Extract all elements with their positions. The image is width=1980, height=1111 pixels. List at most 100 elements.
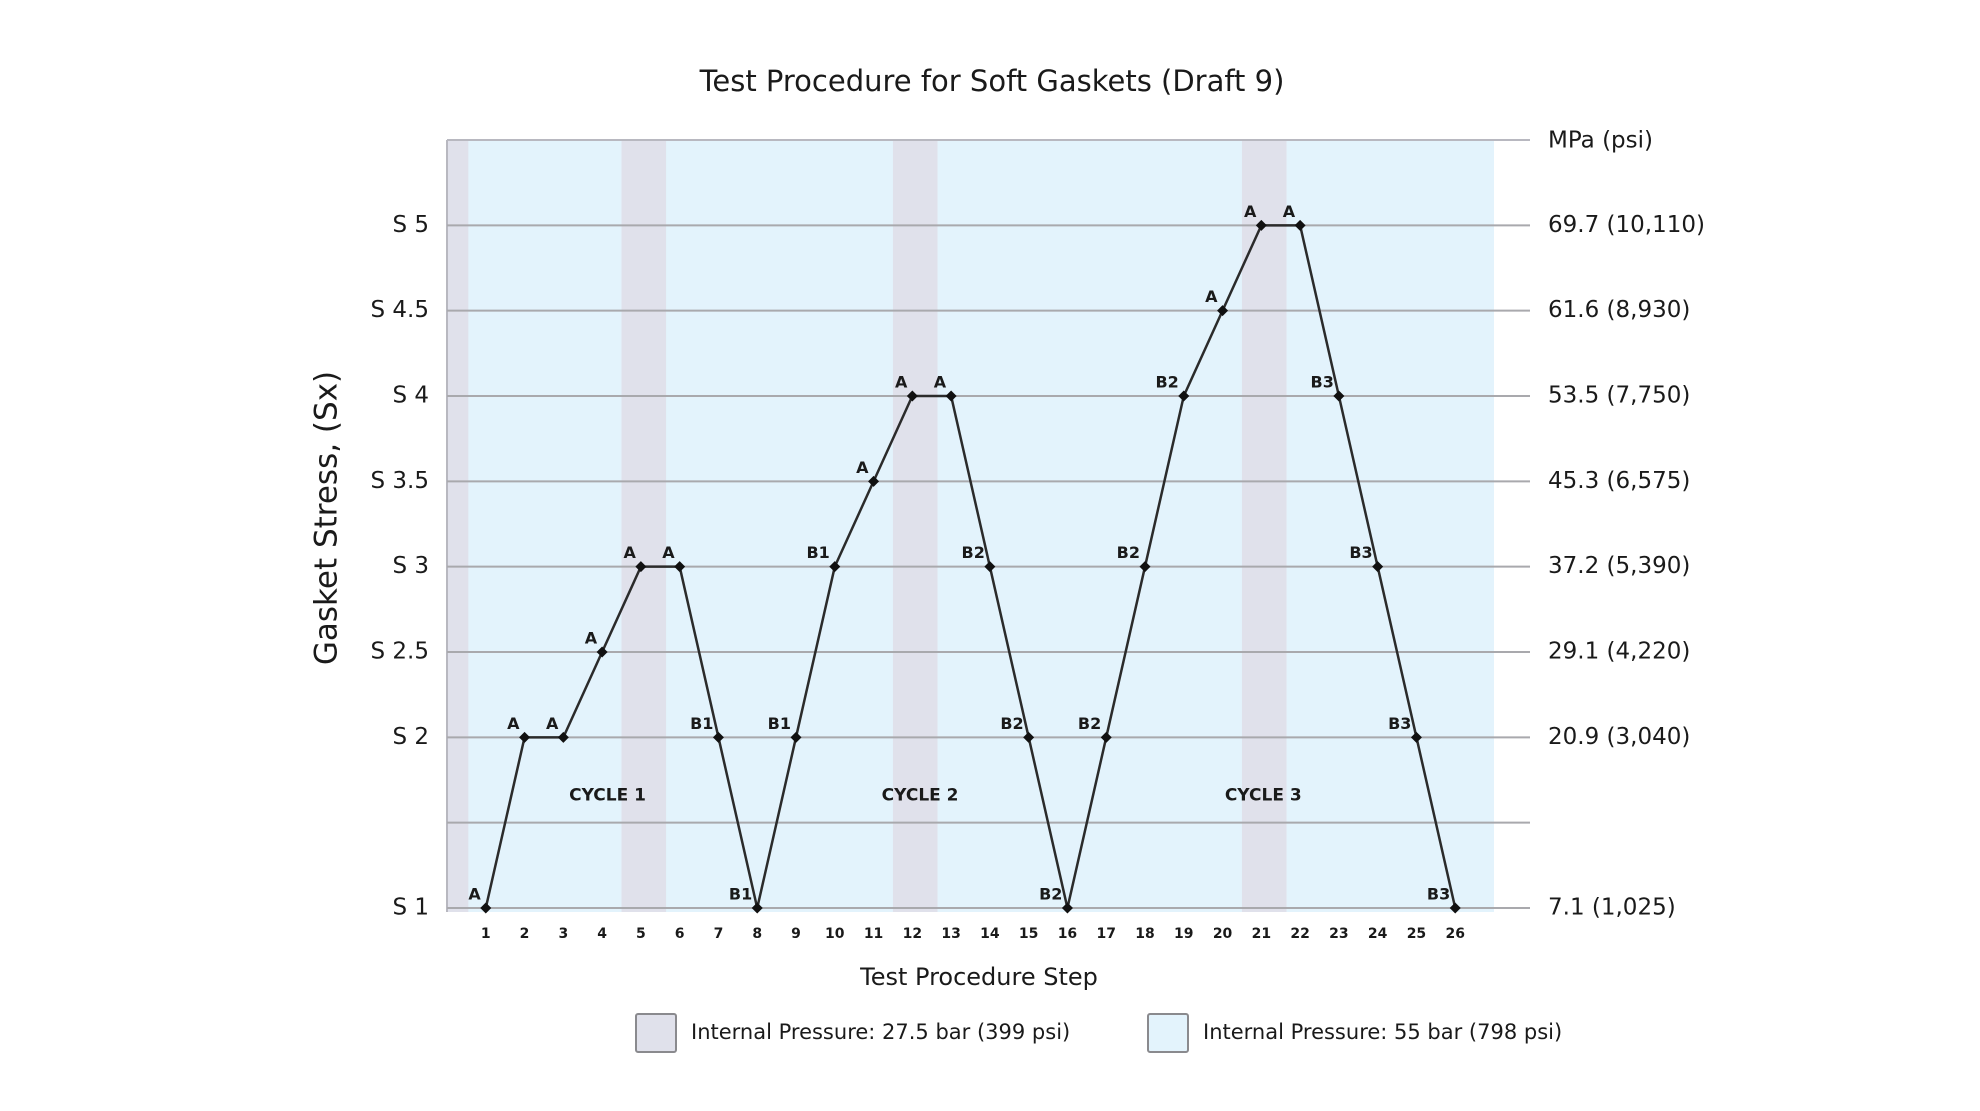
legend-label: Internal Pressure: 55 bar (798 psi) <box>1203 1020 1562 1044</box>
point-label: A <box>468 885 481 904</box>
point-label: B1 <box>690 714 713 733</box>
point-marker <box>1139 561 1151 573</box>
x-tick-label: 15 <box>1019 926 1038 942</box>
y2-tick-label: 20.9 (3,040) <box>1548 724 1690 750</box>
point-label: B2 <box>1039 885 1062 904</box>
y-axis-title: Gasket Stress, (Sx) <box>309 371 345 665</box>
x-tick-label: 11 <box>864 926 883 942</box>
point-marker <box>519 731 531 743</box>
x-tick-label: 17 <box>1096 926 1115 942</box>
x-tick-label: 5 <box>636 926 646 942</box>
pressure-region <box>892 140 938 912</box>
point-label: B3 <box>1427 885 1450 904</box>
point-marker <box>1372 561 1384 573</box>
point-label: A <box>895 373 908 392</box>
y-tick-label: S 5 <box>392 212 429 238</box>
point-marker <box>1333 390 1345 402</box>
y-tick-label: S 4.5 <box>371 297 430 323</box>
point-label: B3 <box>1388 714 1411 733</box>
y-tick-label: S 4 <box>392 383 429 409</box>
y-tick-label: S 3.5 <box>371 468 430 494</box>
x-tick-label: 7 <box>714 926 724 942</box>
point-marker <box>557 731 569 743</box>
point-marker <box>868 475 880 487</box>
point-label: A <box>585 629 598 648</box>
point-label: A <box>623 543 636 562</box>
point-marker <box>984 561 996 573</box>
point-marker <box>1100 731 1112 743</box>
point-marker <box>1255 219 1267 231</box>
y2-tick-label: 69.7 (10,110) <box>1548 212 1705 238</box>
pressure-region <box>621 140 667 912</box>
x-tick-label: 10 <box>825 926 845 942</box>
point-label: B2 <box>962 543 985 562</box>
point-label: A <box>1283 202 1296 221</box>
point-marker <box>596 646 608 658</box>
legend-label: Internal Pressure: 27.5 bar (399 psi) <box>691 1020 1070 1044</box>
point-label: A <box>546 714 559 733</box>
x-tick-label: 8 <box>752 926 762 942</box>
y2-tick-label: 45.3 (6,575) <box>1548 468 1690 494</box>
point-label: A <box>662 543 675 562</box>
point-label: B1 <box>768 714 791 733</box>
point-label: B2 <box>1117 543 1140 562</box>
point-marker <box>1410 731 1422 743</box>
point-label: B1 <box>806 543 829 562</box>
y-tick-label: S 1 <box>392 895 429 921</box>
cycle-label: CYCLE 2 <box>882 785 959 805</box>
x-tick-label: 1 <box>481 926 491 942</box>
x-tick-label: 24 <box>1368 926 1388 942</box>
x-tick-label: 16 <box>1058 926 1077 942</box>
legend-swatch <box>635 1013 677 1053</box>
point-label: B2 <box>1155 373 1178 392</box>
point-marker <box>1217 305 1229 317</box>
point-label: B2 <box>1000 714 1023 733</box>
point-label: A <box>934 373 947 392</box>
cycle-label: CYCLE 1 <box>569 785 646 805</box>
x-tick-label: 21 <box>1252 926 1271 942</box>
y-tick-label: S 2.5 <box>371 639 430 665</box>
x-tick-label: 6 <box>675 926 685 942</box>
cycle-label: CYCLE 3 <box>1225 785 1302 805</box>
point-marker <box>906 390 918 402</box>
x-tick-label: 13 <box>941 926 960 942</box>
point-marker <box>1178 390 1190 402</box>
series-line <box>484 224 1457 909</box>
y2-tick-label: 61.6 (8,930) <box>1548 297 1690 323</box>
x-tick-label: 2 <box>520 926 530 942</box>
y2-tick-label: 7.1 (1,025) <box>1548 895 1676 921</box>
pressure-region <box>447 140 469 912</box>
point-marker <box>1061 902 1073 914</box>
point-marker <box>1294 219 1306 231</box>
x-tick-label: 19 <box>1174 926 1193 942</box>
point-label: B2 <box>1078 714 1101 733</box>
point-label: B3 <box>1349 543 1372 562</box>
point-marker <box>1449 902 1461 914</box>
x-tick-label: 18 <box>1135 926 1154 942</box>
x-tick-label: 9 <box>791 926 801 942</box>
point-label: B1 <box>729 885 752 904</box>
x-tick-label: 4 <box>597 926 607 942</box>
x-tick-label: 22 <box>1290 926 1309 942</box>
pressure-region <box>1241 140 1287 912</box>
x-tick-label: 25 <box>1407 926 1426 942</box>
x-tick-label: 26 <box>1445 926 1464 942</box>
x-tick-label: 3 <box>558 926 568 942</box>
point-marker <box>790 731 802 743</box>
point-label: A <box>856 458 869 477</box>
point-marker <box>480 902 492 914</box>
point-marker <box>945 390 957 402</box>
point-label: A <box>507 714 520 733</box>
y-tick-label: S 3 <box>392 553 429 579</box>
x-axis-title: Test Procedure Step <box>859 963 1098 991</box>
y2-tick-label: 29.1 (4,220) <box>1548 639 1690 665</box>
point-label: A <box>1244 202 1257 221</box>
point-marker <box>751 902 763 914</box>
x-tick-label: 23 <box>1329 926 1348 942</box>
point-marker <box>712 731 724 743</box>
point-marker <box>635 561 647 573</box>
y2-axis-title: MPa (psi) <box>1548 128 1653 154</box>
y2-tick-label: 37.2 (5,390) <box>1548 553 1690 579</box>
point-marker <box>1023 731 1035 743</box>
y-tick-label: S 2 <box>392 724 429 750</box>
